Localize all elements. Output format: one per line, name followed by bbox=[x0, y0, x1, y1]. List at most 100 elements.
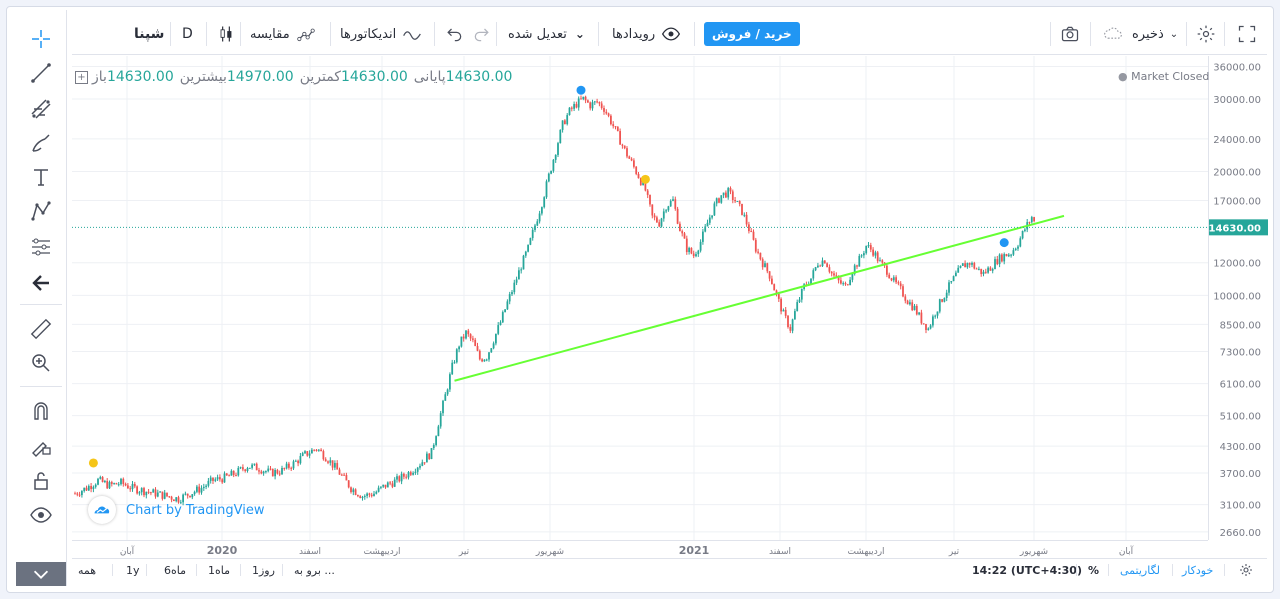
legend-close-label: پایانی bbox=[413, 69, 446, 85]
candle-body bbox=[497, 325, 500, 334]
indicators-button[interactable]: اندیکاتورها bbox=[340, 14, 422, 54]
range-1m[interactable]: 1ماه bbox=[208, 563, 231, 577]
camera-icon[interactable] bbox=[1060, 14, 1080, 54]
unlock-icon[interactable] bbox=[24, 466, 58, 496]
candle-body bbox=[313, 449, 316, 451]
pattern-icon[interactable] bbox=[24, 196, 58, 226]
goto-date-button[interactable]: برو به ... bbox=[294, 563, 335, 577]
toolbar-scroll-button[interactable] bbox=[16, 562, 66, 586]
candle-body bbox=[653, 215, 656, 218]
candle-body bbox=[683, 233, 686, 239]
candle-body bbox=[800, 288, 803, 300]
candle-body bbox=[796, 302, 799, 312]
save-button[interactable]: ذخیره ⌄ bbox=[1100, 14, 1178, 54]
gear-icon[interactable] bbox=[1238, 559, 1254, 581]
candle-body bbox=[729, 188, 732, 192]
candle-body bbox=[837, 275, 840, 281]
fib-icon[interactable] bbox=[24, 94, 58, 124]
interval-button[interactable]: D bbox=[182, 26, 193, 42]
compare-button[interactable]: مقایسه bbox=[250, 14, 316, 54]
candle-body bbox=[163, 492, 166, 499]
gear-icon[interactable] bbox=[1196, 14, 1216, 54]
candle-body bbox=[426, 453, 428, 463]
candle-body bbox=[281, 467, 283, 475]
candle-body bbox=[219, 477, 221, 480]
candle-body bbox=[161, 491, 164, 499]
legend-low-label: کمترین bbox=[299, 69, 341, 85]
tradingview-watermark[interactable]: Chart by TradingView bbox=[88, 496, 264, 524]
candle-body bbox=[580, 98, 582, 100]
time-tick-label: اردیبهشت bbox=[363, 547, 400, 557]
brush-icon[interactable] bbox=[24, 128, 58, 158]
crosshair-icon[interactable] bbox=[24, 24, 58, 54]
candle-body bbox=[669, 200, 672, 207]
candle-body bbox=[504, 309, 506, 313]
candle-body bbox=[665, 210, 667, 212]
range-1y[interactable]: 1y bbox=[126, 563, 140, 577]
candle-body bbox=[646, 190, 649, 195]
candle-body bbox=[971, 262, 973, 265]
back-icon[interactable] bbox=[24, 268, 58, 298]
ruler-icon[interactable] bbox=[24, 314, 58, 344]
candle-body bbox=[941, 299, 943, 302]
candle-body bbox=[547, 173, 550, 182]
candle-body bbox=[177, 497, 180, 503]
percent-toggle[interactable]: % bbox=[1088, 563, 1100, 577]
buy-sell-button[interactable]: خرید / فروش bbox=[704, 22, 800, 46]
candle-body bbox=[980, 268, 983, 275]
lock-drawings-icon[interactable] bbox=[24, 430, 58, 460]
auto-toggle[interactable]: خودکار bbox=[1182, 563, 1214, 577]
trend-line-icon[interactable] bbox=[24, 58, 58, 88]
candle-body bbox=[430, 448, 433, 460]
legend-close-value: 14630.00 bbox=[445, 69, 513, 85]
candle-body bbox=[810, 278, 812, 285]
magnet-icon[interactable] bbox=[24, 396, 58, 426]
candle-body bbox=[920, 312, 923, 324]
candle-body bbox=[361, 496, 364, 499]
eye-icon[interactable] bbox=[24, 500, 58, 530]
candle-body bbox=[904, 296, 907, 301]
time-axis[interactable]: آبان 2020 اسفند اردیبهشت تیر شهریور 2021 اسفند ا… bbox=[72, 540, 1208, 559]
range-6m[interactable]: 6ماه bbox=[164, 563, 187, 577]
candle-body bbox=[366, 493, 368, 496]
candle-body bbox=[74, 493, 76, 495]
prediction-icon[interactable] bbox=[24, 232, 58, 262]
fullscreen-icon[interactable] bbox=[1237, 14, 1257, 54]
price-axis[interactable]: 36000.00 30000.00 24000.00 20000.00 17000.00… bbox=[1208, 56, 1268, 540]
candle-body bbox=[557, 143, 559, 155]
candle-body bbox=[865, 245, 868, 254]
candle-body bbox=[419, 465, 421, 468]
candle-body bbox=[658, 222, 661, 227]
zoom-icon[interactable] bbox=[24, 348, 58, 378]
events-button[interactable]: رویدادها bbox=[612, 14, 681, 54]
candle-body bbox=[794, 311, 796, 320]
range-all[interactable]: همه bbox=[78, 563, 97, 577]
candle-body bbox=[798, 299, 801, 303]
time-tick-label: تیر bbox=[458, 547, 470, 557]
candle-body bbox=[612, 124, 615, 127]
candle-body bbox=[136, 486, 138, 494]
undo-icon[interactable] bbox=[444, 14, 464, 54]
candle-body bbox=[412, 472, 414, 475]
log-toggle[interactable]: لگاریتمی bbox=[1120, 563, 1160, 577]
candle-body bbox=[966, 263, 969, 268]
candle-body bbox=[909, 302, 911, 305]
text-icon[interactable] bbox=[24, 162, 58, 192]
symbol-search[interactable]: شپنا bbox=[134, 26, 165, 42]
candle-body bbox=[892, 277, 895, 281]
adjusted-dropdown[interactable]: تعدیل شده ⌄ bbox=[508, 14, 585, 54]
time-tick-label: شهریور bbox=[535, 547, 564, 557]
range-1d[interactable]: 1روز bbox=[252, 563, 275, 577]
candle-body bbox=[393, 479, 396, 487]
candles-icon[interactable] bbox=[216, 14, 236, 54]
candle-body bbox=[775, 290, 778, 294]
legend-toggle-icon[interactable]: + bbox=[75, 70, 88, 84]
clock-timezone[interactable]: 14:22 (UTC+4:30) bbox=[972, 563, 1082, 577]
candle-body bbox=[435, 436, 437, 446]
candle-body bbox=[285, 463, 288, 469]
candle-body bbox=[561, 120, 564, 130]
candle-body bbox=[771, 278, 773, 285]
price-tick-label: 20000.00 bbox=[1213, 167, 1261, 178]
price-chart[interactable] bbox=[72, 56, 1208, 540]
redo-icon[interactable] bbox=[472, 14, 492, 54]
